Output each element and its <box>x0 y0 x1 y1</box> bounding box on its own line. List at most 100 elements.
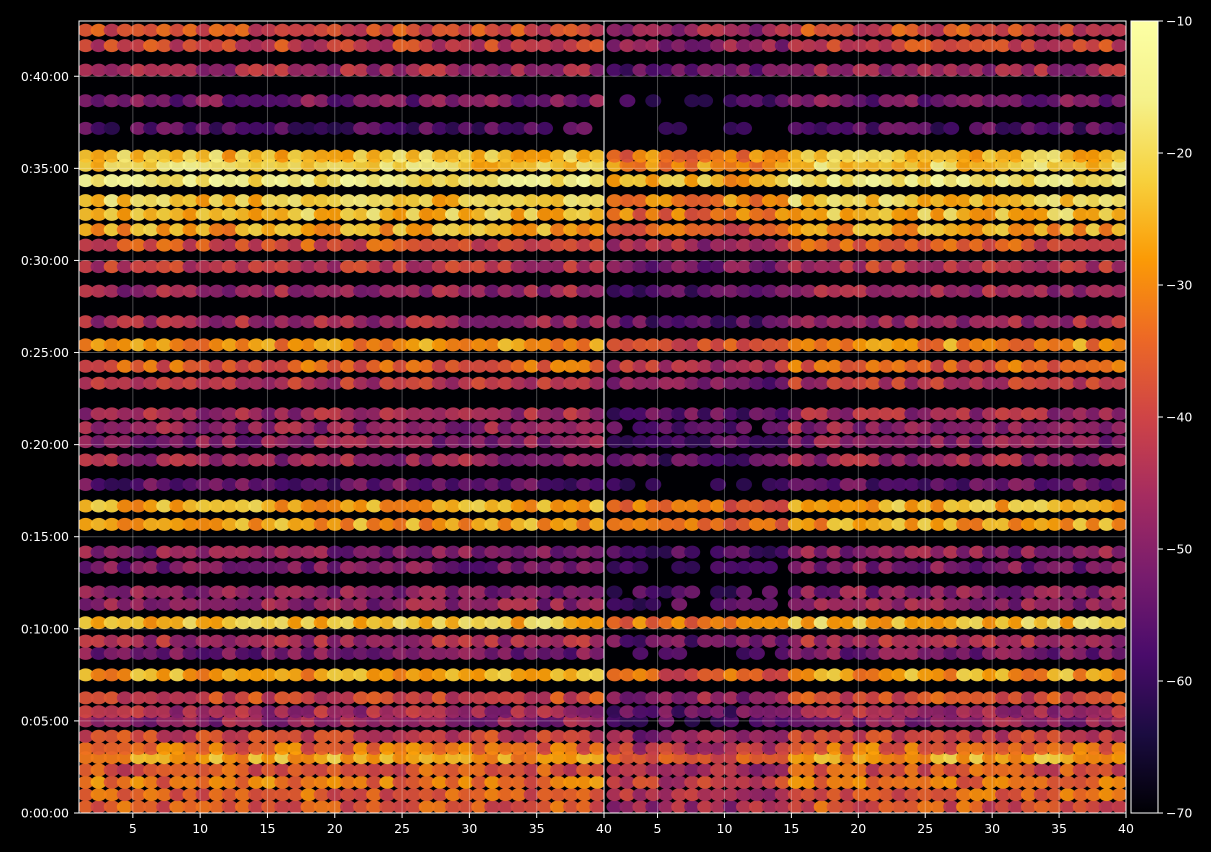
heat-cell-p1-b4-c32 <box>484 751 501 765</box>
heat-cell-p1-b21-c24 <box>379 453 396 467</box>
heat-cell-p2-b27-c11 <box>736 338 752 352</box>
heat-cell-p1-b20-c13 <box>235 478 252 491</box>
heat-cell-p1-b18-c32 <box>484 517 501 531</box>
heat-cell-p2-b1-c31 <box>995 788 1011 802</box>
heat-cell-p1-b20-c10 <box>195 478 212 491</box>
heat-cell-p2-b28-c6 <box>671 315 688 329</box>
heat-cell-p1-b36-c27 <box>418 158 435 172</box>
heat-cell-p1-b35-c35 <box>523 174 540 188</box>
heat-cell-p1-b27-c31 <box>471 338 488 352</box>
heat-cell-p1-b29-c26 <box>405 284 422 298</box>
heat-cell-p1-b16-c8 <box>169 560 186 574</box>
heat-cell-p1-b32-c16 <box>274 223 291 237</box>
heat-cell-p1-b38-c23 <box>366 121 383 135</box>
heat-cell-p2-b21-c23 <box>891 453 908 467</box>
heat-cell-p2-b19-c35 <box>1046 499 1063 513</box>
heat-cell-p1-b4-c3 <box>103 751 120 765</box>
heat-cell-p2-b11-c11 <box>736 646 752 660</box>
heat-cell-p2-b29-c3 <box>632 284 649 298</box>
heat-cell-p1-b32-c33 <box>497 223 514 237</box>
heat-cell-p2-b12-c2 <box>619 634 636 648</box>
heat-cell-p2-b37-c26 <box>930 149 947 163</box>
heat-cell-p1-b30-c23 <box>366 260 383 274</box>
heat-cell-p1-b2-c17 <box>287 775 304 789</box>
heat-cell-p2-b27-c6 <box>671 338 688 352</box>
heat-cell-p1-b7-c16 <box>274 714 291 728</box>
heat-cell-p1-b42-c30 <box>458 23 475 37</box>
heat-cell-p2-b0-c5 <box>658 800 675 813</box>
heat-cell-p1-b4-c20 <box>326 751 343 765</box>
heat-cell-p2-b14-c13 <box>761 597 778 611</box>
heat-cell-p1-b25-c10 <box>195 376 212 390</box>
heat-cell-p1-b24-c39 <box>576 407 593 421</box>
heat-cell-p2-b35-c18 <box>826 174 843 188</box>
heat-cell-p2-b29-c4 <box>645 284 662 298</box>
heat-cell-p2-b2-c30 <box>982 775 998 789</box>
heat-cell-p2-b2-c10 <box>723 775 739 789</box>
heat-cell-p2-b16-c13 <box>761 560 778 574</box>
heat-cell-p2-b6-c25 <box>917 729 934 743</box>
heat-cell-p2-b10-c16 <box>800 668 817 682</box>
heat-cell-p2-b35-c8 <box>697 174 714 188</box>
heat-cell-p2-b5-c26 <box>930 742 947 755</box>
heat-cell-p2-b21-c25 <box>917 453 934 467</box>
heat-cell-p2-b11-c30 <box>982 646 998 660</box>
heat-cell-p1-b14-c5 <box>130 597 147 611</box>
heat-cell-p2-b40-c35 <box>1046 63 1063 77</box>
heat-cell-p1-b30-c28 <box>431 260 448 274</box>
heat-cell-p1-b20-c27 <box>418 478 435 491</box>
heat-cell-p2-b26-c39 <box>1098 359 1115 373</box>
heat-cell-p2-b32-c21 <box>865 223 882 237</box>
heat-cell-p1-b41-c5 <box>130 39 147 53</box>
heat-cell-p1-b33-c25 <box>392 207 409 221</box>
heat-cell-p2-b8-c23 <box>891 705 908 719</box>
heat-cell-p2-b6-c18 <box>826 729 843 743</box>
heat-cell-p2-b42-c39 <box>1098 23 1115 37</box>
heat-cell-p1-b17-c19 <box>313 545 330 559</box>
heat-cell-p1-b28-c20 <box>326 315 343 329</box>
heat-cell-p2-b42-c22 <box>878 23 895 37</box>
heat-cell-p2-b3-c32 <box>1007 763 1024 777</box>
heat-cell-p1-b17-c15 <box>261 545 278 559</box>
heat-cell-p1-b0-c4 <box>116 800 133 813</box>
heat-cell-p2-b31-c32 <box>1007 238 1024 252</box>
heat-cell-p2-b8-c5 <box>658 705 675 719</box>
heat-cell-p2-b19-c40 <box>1111 499 1126 513</box>
heat-cell-p1-b32-c36 <box>536 223 554 237</box>
heat-cell-p1-b22-c3 <box>103 435 120 449</box>
heat-cell-p2-b10-c31 <box>995 668 1011 682</box>
heat-cell-p1-b24-c12 <box>221 407 238 421</box>
heat-cell-p1-b20-c39 <box>576 478 593 491</box>
heat-cell-p1-b42-c16 <box>274 23 291 37</box>
heat-cell-p1-b36-c19 <box>313 158 330 172</box>
heat-cell-p1-b36-c17 <box>287 158 304 172</box>
heat-cell-p2-b33-c24 <box>904 207 921 221</box>
heat-cell-p2-b9-c35 <box>1046 691 1063 705</box>
heat-cell-p1-b22-c7 <box>156 435 173 449</box>
heat-cell-p2-b9-c23 <box>891 691 908 705</box>
heat-cell-p2-b11-c18 <box>826 646 843 660</box>
heat-cell-p2-b30-c36 <box>1059 260 1076 274</box>
heat-cell-p1-b0-c39 <box>576 800 593 813</box>
heat-cell-p2-b19-c21 <box>865 499 882 513</box>
heat-cell-p2-b16-c39 <box>1098 560 1115 574</box>
heat-cell-p1-b16-c19 <box>313 560 330 574</box>
heat-cell-p2-b33-c20 <box>852 207 869 221</box>
heat-cell-p1-b31-c39 <box>576 238 593 252</box>
heat-cell-p2-b7-c36 <box>1059 714 1076 728</box>
heat-cell-p2-b0-c14 <box>774 800 791 813</box>
heat-cell-p1-b19-c10 <box>195 499 212 513</box>
heat-cell-p2-b14-c24 <box>904 597 921 611</box>
heat-cell-p2-b11-c21 <box>865 646 882 660</box>
heat-cell-p2-b21-c10 <box>723 453 739 467</box>
heat-cell-p1-b10-c30 <box>458 668 475 682</box>
heat-cell-p2-b31-c11 <box>736 238 752 252</box>
heat-cell-p1-b30-c6 <box>143 260 160 274</box>
heat-cell-p1-b17-c13 <box>235 545 252 559</box>
heat-cell-p2-b39-c32 <box>1007 94 1024 108</box>
heat-cell-p2-b17-c7 <box>684 545 701 559</box>
heat-cell-p2-b23-c18 <box>826 421 843 435</box>
heat-cell-p1-b8-c1 <box>79 705 94 719</box>
heat-cell-p2-b9-c21 <box>865 691 882 705</box>
heat-cell-p2-b7-c38 <box>1085 714 1102 728</box>
